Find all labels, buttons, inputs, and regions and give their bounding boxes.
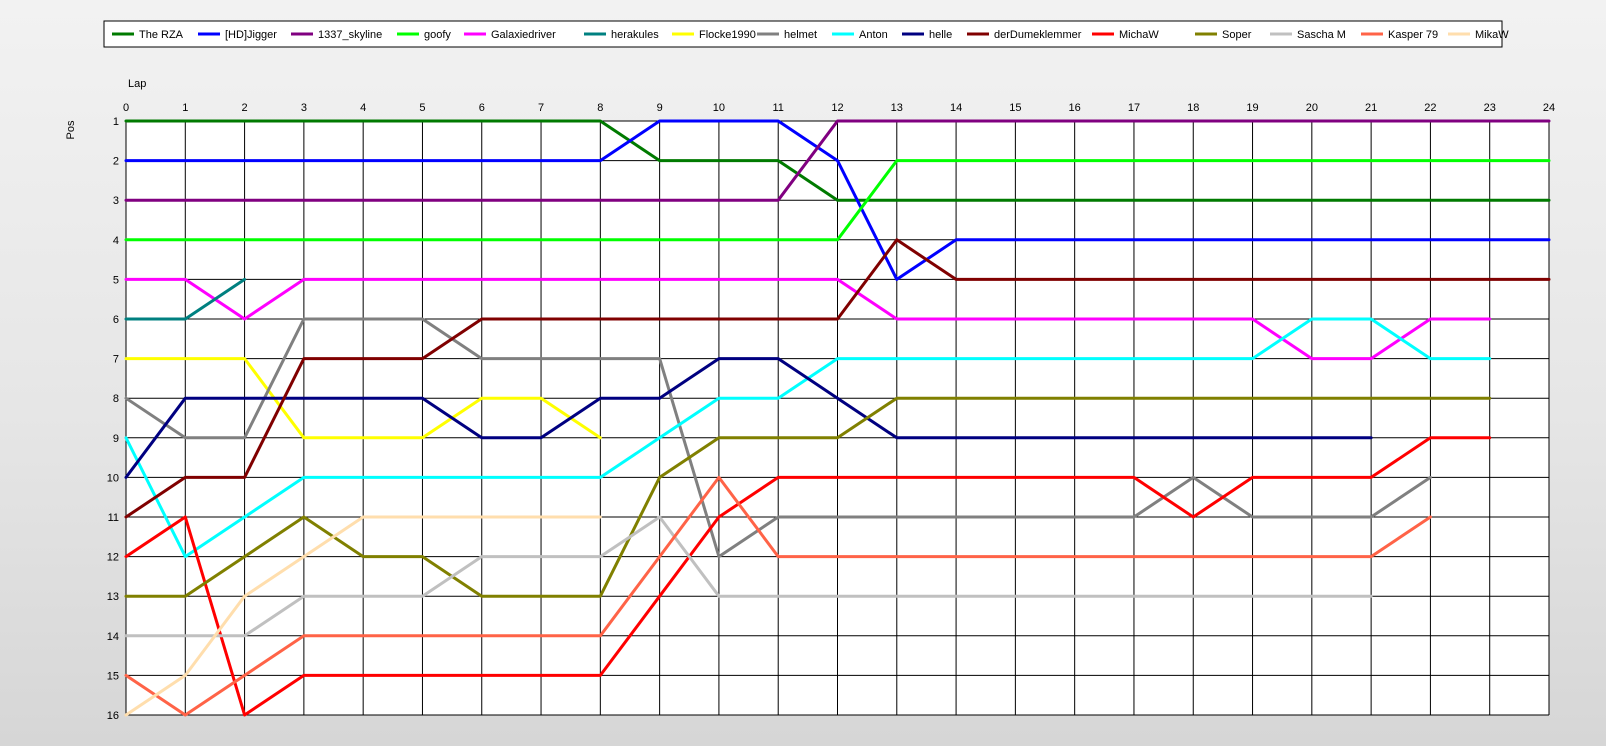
y-tick-label: 9 (113, 433, 119, 445)
legend-label: derDumeklemmer (994, 29, 1082, 41)
y-tick-label: 3 (113, 195, 119, 207)
series-line (124, 515, 602, 717)
legend-label: herakules (611, 29, 659, 41)
y-axis-title: Pos (65, 120, 77, 139)
series-line (124, 317, 1432, 559)
y-tick-label: 2 (113, 156, 119, 168)
y-tick-label: 10 (107, 472, 119, 484)
x-tick-label: 15 (1009, 102, 1021, 114)
x-tick-label: 4 (360, 102, 366, 114)
x-tick-label: 24 (1543, 102, 1555, 114)
series-line (124, 238, 1551, 519)
x-tick-label: 2 (242, 102, 248, 114)
legend-label: Kasper 79 (1388, 29, 1438, 41)
y-tick-label: 7 (113, 354, 119, 366)
x-tick-label: 13 (891, 102, 903, 114)
x-tick-label: 0 (123, 102, 129, 114)
series-line (124, 396, 1492, 598)
series-line (124, 119, 1551, 281)
x-tick-label: 3 (301, 102, 307, 114)
x-tick-label: 11 (772, 102, 783, 114)
legend-label: The RZA (139, 29, 184, 41)
legend-label: helle (929, 29, 952, 41)
y-tick-label: 15 (107, 670, 119, 682)
x-tick-label: 5 (419, 102, 425, 114)
series-line (124, 357, 602, 440)
x-tick-label: 14 (950, 102, 962, 114)
x-tick-label: 16 (1069, 102, 1081, 114)
series-line (124, 159, 1551, 242)
plot-area (124, 119, 1551, 717)
series-lines (124, 119, 1551, 717)
x-tick-label: 21 (1365, 102, 1377, 114)
x-tick-label: 12 (831, 102, 843, 114)
y-tick-label: 11 (108, 512, 119, 524)
x-tick-label: 17 (1128, 102, 1140, 114)
x-tick-label: 19 (1246, 102, 1258, 114)
y-tick-label: 13 (107, 591, 119, 603)
x-axis-title: Lap (128, 78, 146, 90)
x-tick-label: 9 (657, 102, 663, 114)
x-tick-label: 22 (1424, 102, 1436, 114)
series-line (124, 277, 247, 321)
legend-label: Anton (859, 29, 888, 41)
legend-label: 1337_skyline (318, 29, 382, 41)
y-tick-label: 8 (113, 393, 119, 405)
legend-label: [HD]Jigger (225, 29, 277, 41)
series-line (124, 515, 1373, 638)
x-axis-ticks: 0 1 2 3 4 5 6 7 8 9 10 11 12 13 14 15 16 17 18 19 20 21 22 23 24 (123, 102, 1555, 114)
y-tick-label: 4 (113, 235, 119, 247)
y-tick-label: 14 (107, 631, 119, 643)
legend-label: Flocke1990 (699, 29, 756, 41)
x-tick-label: 7 (538, 102, 544, 114)
series-line (124, 436, 1492, 717)
legend-label: Galaxiedriver (491, 29, 556, 41)
series-line (124, 277, 1492, 361)
legend-label: goofy (424, 29, 451, 41)
legend-box (103, 20, 1503, 48)
x-tick-label: 20 (1306, 102, 1318, 114)
legend-label: MikaW (1475, 29, 1509, 41)
series-line (124, 119, 1551, 202)
x-tick-label: 8 (597, 102, 603, 114)
x-tick-label: 23 (1484, 102, 1496, 114)
y-tick-label: 12 (107, 552, 119, 564)
series-line (124, 119, 1551, 202)
legend: The RZA [HD]Jigger 1337_skyline goofy Galaxi… (103, 20, 1509, 48)
x-tick-label: 6 (479, 102, 485, 114)
x-tick-label: 18 (1187, 102, 1199, 114)
x-tick-label: 1 (182, 102, 188, 114)
legend-label: Sascha M (1297, 29, 1346, 41)
series-line (124, 357, 1373, 479)
y-tick-label: 6 (113, 314, 119, 326)
legend-label: helmet (784, 29, 817, 41)
y-tick-label: 16 (107, 710, 119, 722)
y-tick-label: 5 (113, 274, 119, 286)
y-tick-label: 1 (113, 116, 119, 128)
legend-label: Soper (1222, 29, 1252, 41)
series-line (124, 475, 1432, 717)
x-tick-label: 10 (713, 102, 725, 114)
legend-label: MichaW (1119, 29, 1159, 41)
